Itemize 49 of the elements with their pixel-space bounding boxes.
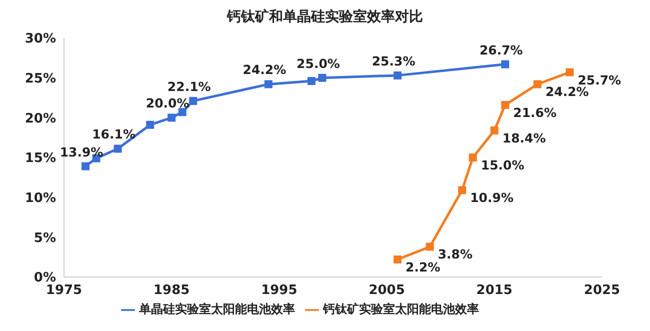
data-label: 2.2% [406,259,441,274]
y-tick-label: 30% [24,32,56,47]
point [501,100,510,109]
point [264,80,272,88]
x-tick-label: 1995 [261,283,298,298]
data-label: 16.1% [92,126,136,142]
data-label: 20.0% [146,96,190,111]
point [566,68,574,76]
y-tick-label: 5% [34,230,56,246]
legend-label: 钙钛矿实验室太阳能电池效率 [323,302,479,316]
point [114,144,122,153]
y-tick-label: 15% [24,151,56,166]
point [318,74,326,82]
point [394,255,402,264]
data-label: 25.3% [372,53,416,68]
point [533,80,542,88]
point [501,60,510,68]
data-label: 3.8% [438,246,473,262]
y-tick-label: 10% [24,190,56,206]
y-tick-label: 0% [34,270,56,286]
point [490,126,498,134]
point [82,162,90,170]
x-tick-label: 2005 [368,283,405,298]
point [307,77,316,86]
x-tick-label: 1975 [46,283,82,298]
point [458,186,466,194]
point [426,242,434,251]
x-tick-label: 1985 [154,283,190,298]
data-label: 26.7% [479,42,524,58]
chart-title: 钙钛矿和单晶硅实验室效率对比 [226,8,424,27]
data-label: 13.9% [60,144,104,160]
point [468,154,477,162]
x-tick-label: 2015 [476,283,512,298]
data-label: 22.1% [167,78,212,94]
point [168,114,176,122]
y-tick-label: 25% [24,71,56,86]
point [146,120,154,129]
data-label: 24.2% [242,62,287,78]
data-label: 15.0% [480,158,525,172]
data-label: 21.6% [513,104,557,120]
data-label: 25.0% [296,56,340,71]
legend-label: 单晶硅实验室太阳能电池效率 [139,302,295,316]
y-tick-label: 20% [24,111,56,126]
data-label: 18.4% [502,130,546,146]
point [178,108,186,116]
point [189,96,198,105]
point [394,71,402,80]
data-label: 10.9% [470,190,514,206]
x-tick-label: 2025 [584,283,620,298]
